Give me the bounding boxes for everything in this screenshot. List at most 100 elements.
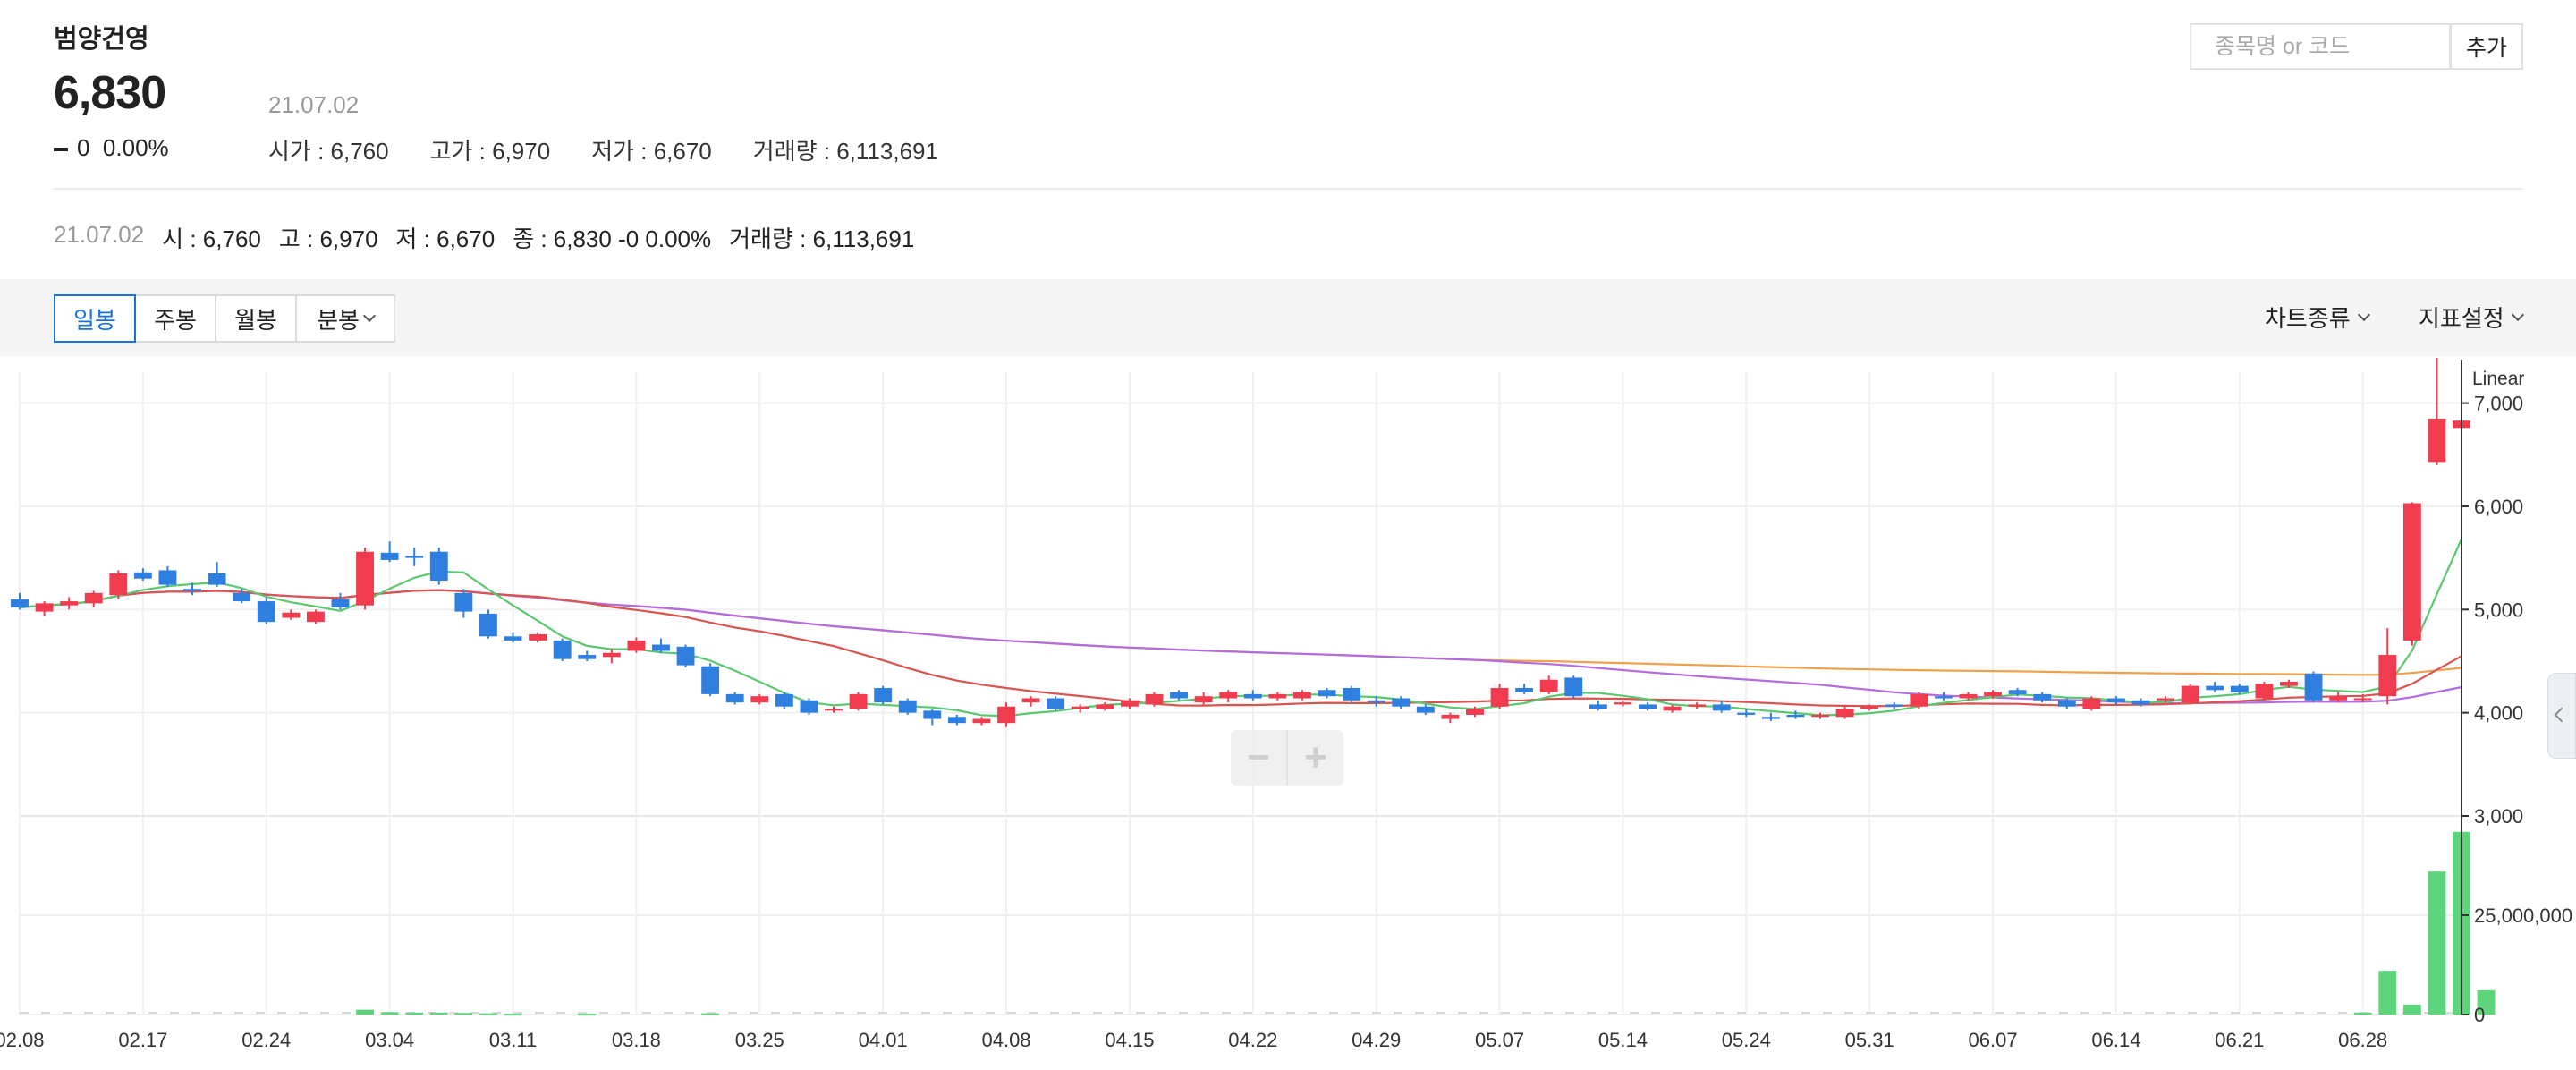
- volume-tick-label: 25,000,000: [2474, 904, 2572, 927]
- candle-body: [380, 552, 399, 560]
- x-tick-label: 04.29: [1352, 1029, 1401, 1051]
- candle-body: [282, 612, 301, 618]
- x-tick-label: 04.15: [1105, 1029, 1154, 1051]
- candle-body: [2057, 700, 2076, 707]
- volume-bar: [405, 1012, 424, 1015]
- candle-body: [1170, 692, 1188, 699]
- change-value: 0: [77, 134, 90, 161]
- x-tick-label: 03.25: [735, 1029, 784, 1051]
- tab-minute-label: 분봉: [317, 306, 360, 334]
- flat-change-icon: [54, 148, 68, 152]
- x-tick-label: 05.24: [1722, 1029, 1771, 1051]
- candle-body: [2033, 693, 2052, 701]
- candle-body: [997, 706, 1015, 724]
- candle-body: [652, 644, 670, 651]
- candle-body: [1934, 696, 1953, 699]
- candle-body: [233, 592, 251, 602]
- y-tick-label: 4,000: [2474, 702, 2523, 725]
- candle-body: [2082, 698, 2101, 709]
- chart-axes: 3,000 4,000 5,000 6,000 7,000 0 25,000,000 02.0…: [0, 360, 2572, 1051]
- tab-weekly[interactable]: 주봉: [136, 296, 216, 341]
- volume-bar: [454, 1013, 473, 1015]
- volume-bar: [2378, 971, 2397, 1015]
- candle-body: [35, 603, 54, 612]
- candle-body: [2230, 685, 2249, 692]
- tab-minute[interactable]: 분봉: [297, 296, 394, 341]
- candle-body: [2428, 418, 2446, 463]
- candle-body: [923, 710, 942, 719]
- candle-body: [2181, 685, 2199, 703]
- candle-body: [947, 717, 966, 724]
- volume-bar: [479, 1013, 497, 1015]
- candle-info-line: 21.07.02 시 : 6,760 고 : 6,970 저 : 6,670 종…: [54, 221, 914, 254]
- stock-search: [2190, 23, 2451, 70]
- x-tick-label: 05.07: [1475, 1029, 1524, 1051]
- candle-body: [825, 709, 843, 711]
- candle-body: [1712, 704, 1731, 711]
- candle-body: [1490, 687, 1509, 707]
- candle-body: [578, 655, 597, 659]
- scale-mode-label: Linear: [2472, 369, 2524, 389]
- stock-chart[interactable]: 3,000 4,000 5,000 6,000 7,000 0 25,000,000 02.0…: [0, 358, 2576, 1070]
- moving-average-lines: [19, 539, 2463, 718]
- x-tick-label: 04.01: [859, 1029, 908, 1051]
- x-tick-label: 04.08: [981, 1029, 1030, 1051]
- candle-body: [2402, 503, 2421, 641]
- zoom-out-button[interactable]: −: [1231, 730, 1288, 786]
- candle-body: [1046, 698, 1065, 709]
- info-volume: 거래량 : 6,113,691: [729, 225, 915, 252]
- candle-body: [2206, 685, 2224, 691]
- candle-body: [1663, 706, 1682, 711]
- candle-body: [1293, 692, 1311, 699]
- candle-body: [1910, 693, 1928, 707]
- candle-body: [1318, 690, 1336, 697]
- indicator-settings-dropdown[interactable]: 지표설정: [2419, 301, 2524, 334]
- chart-grid: [19, 372, 2462, 1015]
- chart-type-label: 차트종류: [2265, 305, 2351, 332]
- volume-bar: [578, 1014, 597, 1016]
- tab-monthly[interactable]: 월봉: [216, 296, 297, 341]
- candle-body: [1515, 687, 1534, 692]
- search-input[interactable]: [2191, 25, 2449, 68]
- volume-series: [356, 831, 2496, 1016]
- chart-type-dropdown[interactable]: 차트종류: [2265, 301, 2370, 334]
- header-divider: [54, 188, 2522, 190]
- candle-body: [1268, 693, 1287, 699]
- price-change: 0 0.00%: [54, 134, 169, 162]
- volume-bar: [2428, 871, 2446, 1015]
- candle-body: [133, 572, 152, 579]
- x-tick-label: 03.04: [365, 1029, 414, 1051]
- candle-body: [1071, 706, 1089, 709]
- ma5-line: [19, 539, 2463, 718]
- candle-body: [1441, 714, 1460, 719]
- candle-body: [1589, 704, 1607, 709]
- candle-body: [1194, 696, 1213, 703]
- candle-body: [898, 700, 917, 713]
- tab-daily[interactable]: 일봉: [54, 294, 136, 343]
- y-tick-label: 3,000: [2474, 805, 2523, 828]
- side-panel-toggle[interactable]: [2547, 673, 2576, 759]
- candle-body: [1343, 687, 1361, 701]
- info-high: 고 : 6,970: [278, 225, 378, 252]
- candle-body: [208, 573, 226, 585]
- add-button[interactable]: 추가: [2450, 23, 2523, 70]
- candle-body: [701, 666, 720, 694]
- x-tick-label: 06.14: [2091, 1029, 2140, 1051]
- chart-toolbar: [0, 279, 2576, 356]
- candle-body: [11, 599, 29, 607]
- zoom-in-button[interactable]: +: [1304, 735, 1327, 779]
- candle-body: [1860, 706, 1879, 709]
- candle-body: [1885, 704, 1903, 707]
- candle-body: [529, 633, 547, 641]
- x-tick-label: 06.07: [1969, 1029, 2018, 1051]
- y-tick-label: 6,000: [2474, 496, 2523, 518]
- current-price: 6,830: [54, 67, 166, 119]
- period-tabs: 일봉 주봉 월봉 분봉: [54, 294, 395, 343]
- x-tick-label: 03.11: [489, 1029, 537, 1051]
- candle-body: [1984, 692, 2002, 697]
- volume-bar: [356, 1009, 374, 1015]
- candle-body: [1021, 698, 1040, 703]
- candle-body: [2329, 696, 2348, 701]
- y-tick-label: 5,000: [2474, 599, 2523, 621]
- candle-body: [109, 573, 128, 596]
